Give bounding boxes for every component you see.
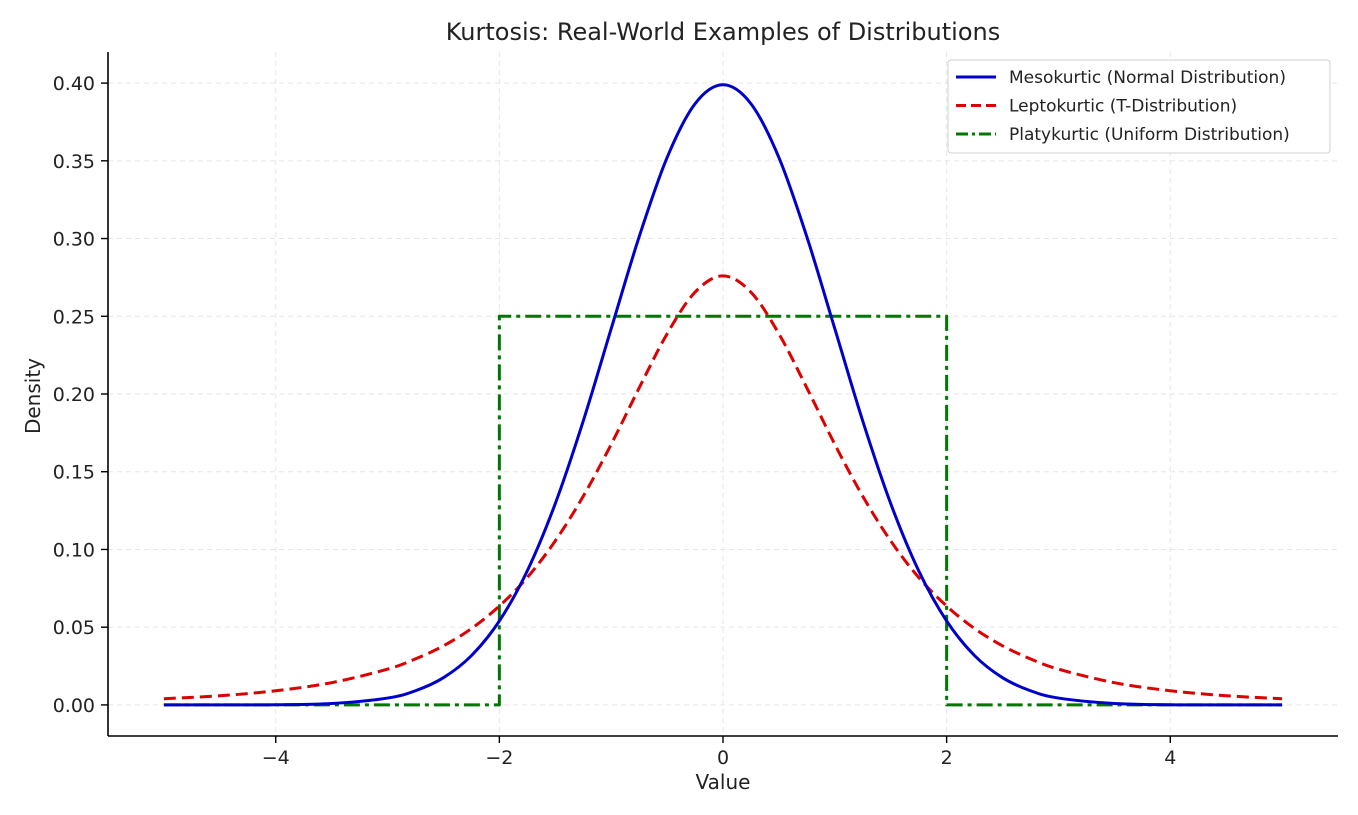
legend-label: Mesokurtic (Normal Distribution) [1009, 68, 1286, 88]
legend-label: Platykurtic (Uniform Distribution) [1009, 125, 1290, 145]
x-ticks: −4 −2 0 2 4 [262, 736, 1176, 769]
x-tick-label: 0 [717, 747, 729, 769]
y-tick-label: 0.00 [53, 695, 95, 717]
y-tick-label: 0.10 [53, 539, 95, 561]
legend-box [947, 59, 1331, 154]
y-tick-label: 0.05 [53, 617, 95, 639]
x-axis-title: Value [696, 770, 751, 794]
series-line-1 [163, 274, 1283, 701]
y-tick-label: 0.25 [53, 306, 95, 328]
x-tick-label: 4 [1164, 747, 1176, 769]
y-tick-label: 0.15 [53, 462, 95, 484]
y-axis-title: Density [21, 358, 45, 434]
grid [108, 52, 1338, 736]
x-tick-label: −2 [485, 747, 513, 769]
x-tick-label: −4 [262, 747, 290, 769]
x-tick-label: 2 [941, 747, 953, 769]
series-line-0 [163, 83, 1283, 707]
y-ticks: 0.00 0.05 0.10 0.15 0.20 0.25 0.30 0.35 0.40 [53, 73, 108, 717]
legend: Mesokurtic (Normal Distribution) Leptokur… [947, 59, 1331, 154]
y-tick-label: 0.20 [53, 384, 95, 406]
y-tick-label: 0.30 [53, 229, 95, 251]
y-tick-label: 0.40 [53, 73, 95, 95]
series-lines [163, 83, 1283, 707]
chart-title: Kurtosis: Real-World Examples of Distrib… [446, 18, 1000, 46]
y-tick-label: 0.35 [53, 151, 95, 173]
legend-label: Leptokurtic (T-Distribution) [1009, 97, 1237, 117]
series-line-2 [163, 314, 1283, 707]
